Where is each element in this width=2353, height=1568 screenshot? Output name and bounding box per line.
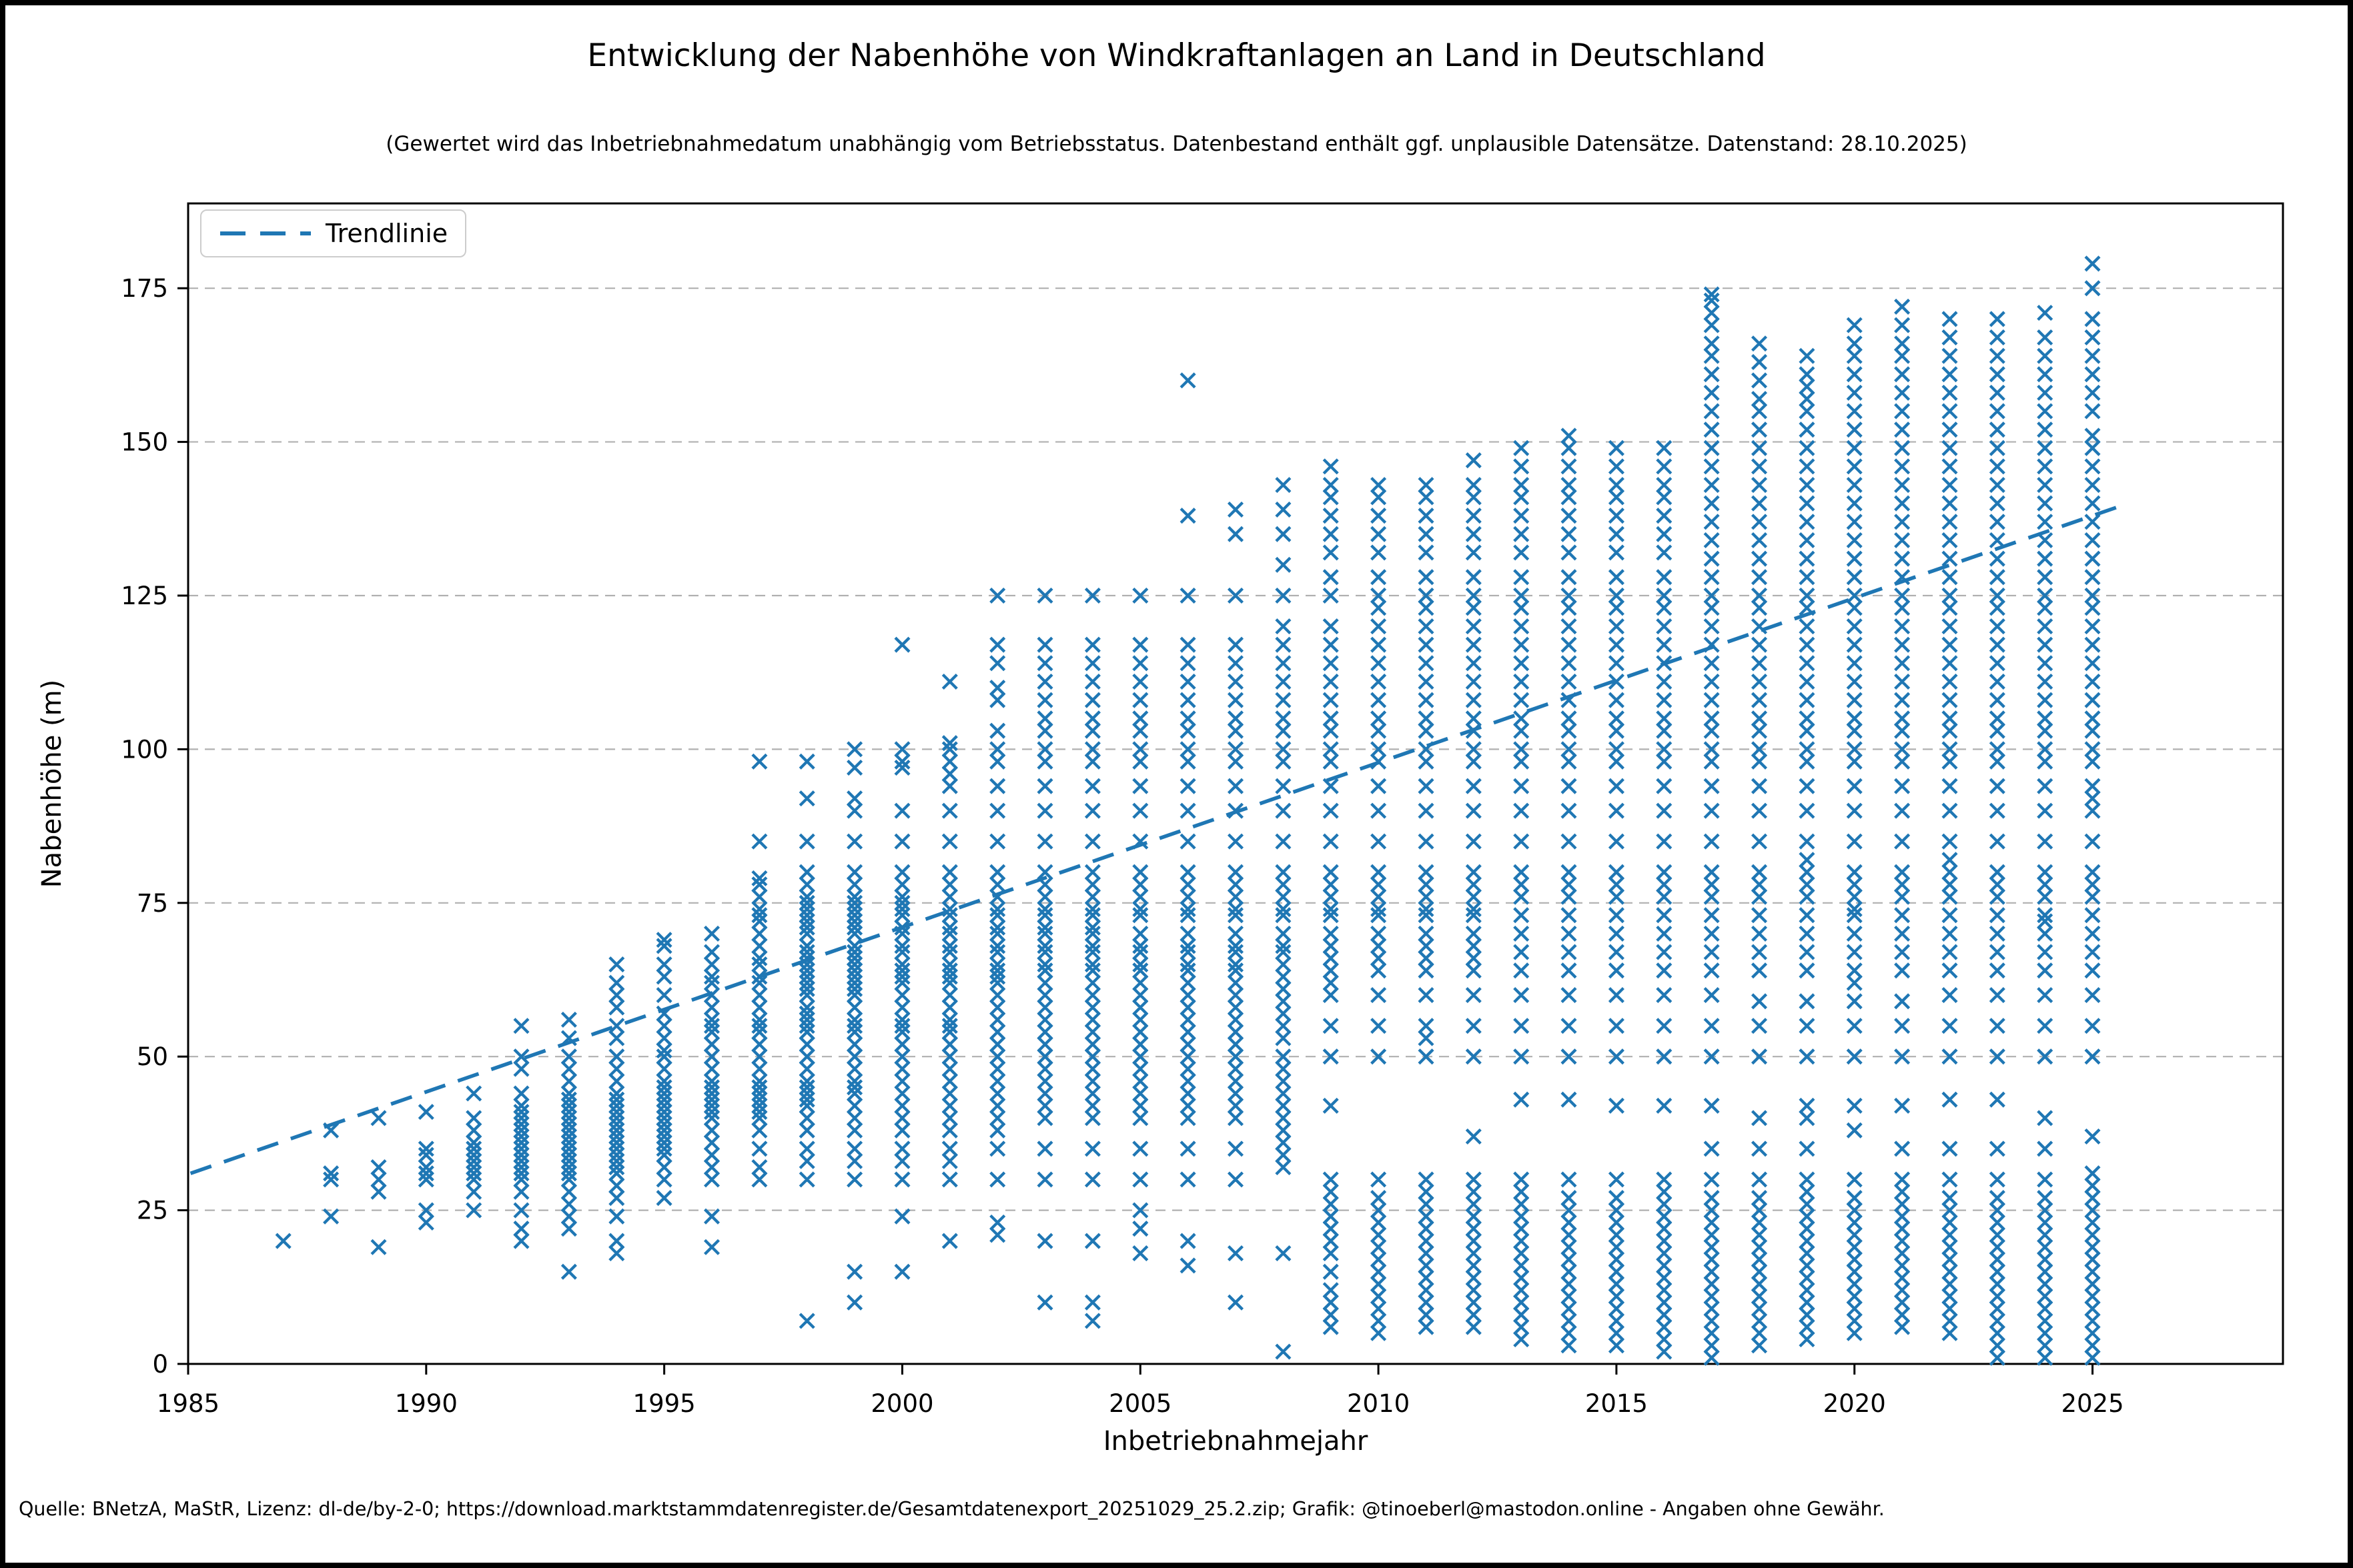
legend-label: Trendlinie — [326, 219, 448, 248]
y-tick-label: 100 — [121, 735, 168, 764]
y-tick-label: 150 — [121, 428, 168, 457]
page-title: Entwicklung der Nabenhöhe von Windkrafta… — [587, 37, 1766, 74]
source-caption: Quelle: BNetzA, MaStR, Lizenz: dl-de/by-… — [19, 1498, 1885, 1520]
y-tick-label: 25 — [137, 1197, 168, 1225]
y-tick-label: 0 — [152, 1350, 168, 1379]
y-axis-title: Nabenhöhe (m) — [37, 679, 67, 888]
x-tick-label: 1990 — [395, 1389, 458, 1418]
x-tick-label: 2020 — [1823, 1389, 1886, 1418]
legend: Trendlinie — [200, 209, 467, 257]
y-tick-label: 125 — [121, 582, 168, 610]
chart-subtitle: (Gewertet wird das Inbetriebnahmedatum u… — [386, 132, 1967, 156]
y-tick-label: 175 — [121, 274, 168, 303]
plot-frame — [187, 202, 2284, 1365]
gridlines — [188, 287, 2283, 1365]
x-tick-label: 2010 — [1347, 1389, 1410, 1418]
x-tick-label: 1985 — [157, 1389, 219, 1418]
trendline-legend-swatch-icon — [220, 231, 311, 235]
axis-tick-labels: 1985 1990 1995 2000 2005 2010 2015 2020 2025 0 25 5… — [121, 274, 2124, 1418]
x-axis-title: Inbetriebnahmejahr — [1103, 1426, 1368, 1457]
trendline — [189, 504, 2122, 1175]
x-tick-label: 2005 — [1109, 1389, 1171, 1418]
x-tick-label: 2025 — [2061, 1389, 2124, 1418]
x-tick-label: 2000 — [871, 1389, 933, 1418]
x-tick-label: 1995 — [633, 1389, 696, 1418]
axis-ticks — [177, 287, 2094, 1375]
scatter-points — [275, 255, 2101, 1366]
y-tick-label: 50 — [137, 1042, 168, 1071]
x-tick-label: 2015 — [1585, 1389, 1648, 1418]
y-tick-label: 75 — [137, 889, 168, 918]
